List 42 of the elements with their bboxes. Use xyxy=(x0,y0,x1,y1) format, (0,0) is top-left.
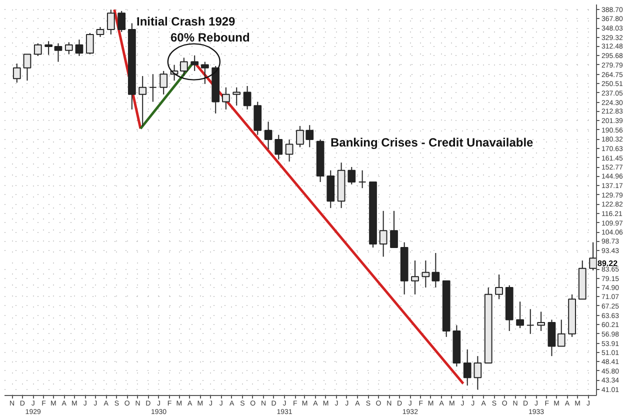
candlestick xyxy=(54,42,62,62)
candlestick xyxy=(390,210,398,248)
annotation: Initial Crash 1929 xyxy=(136,14,236,28)
candlestick xyxy=(200,61,209,84)
candlestick xyxy=(160,70,168,95)
candlestick xyxy=(285,139,294,162)
candlestick xyxy=(118,10,126,32)
candlestick xyxy=(432,252,440,288)
candlestick xyxy=(190,54,199,72)
candlestick xyxy=(44,40,53,56)
annotation: 60% Rebound xyxy=(170,30,250,44)
candlestick xyxy=(516,301,524,329)
candlestick xyxy=(148,74,157,102)
candlestick xyxy=(526,308,534,334)
candlestick xyxy=(422,260,430,288)
candlestick xyxy=(379,210,388,258)
candlestick xyxy=(232,86,241,106)
candlestick xyxy=(34,42,42,56)
annotation: Banking Crises - Credit Unavailable xyxy=(330,136,534,150)
candlestick xyxy=(180,57,188,77)
candlestick xyxy=(274,134,283,160)
candlestick xyxy=(106,9,115,35)
candlestick xyxy=(589,242,596,271)
candlestick xyxy=(75,39,84,56)
candlestick xyxy=(243,86,252,110)
candlestick xyxy=(474,356,482,390)
candlestick xyxy=(23,54,32,82)
candlestick xyxy=(12,63,21,84)
candlestick xyxy=(222,86,230,110)
candlestick xyxy=(537,311,545,332)
candlestick xyxy=(96,26,104,38)
candlestick xyxy=(64,42,73,55)
candlestick xyxy=(463,348,472,386)
candlestick xyxy=(86,32,94,55)
candlestick xyxy=(495,274,503,300)
candlestick xyxy=(348,166,356,185)
candlestick xyxy=(548,319,556,357)
candlestick xyxy=(358,170,366,189)
candlestick xyxy=(557,319,566,347)
candlestick xyxy=(138,76,147,126)
candlestick xyxy=(411,260,419,295)
candlestick xyxy=(264,121,272,150)
